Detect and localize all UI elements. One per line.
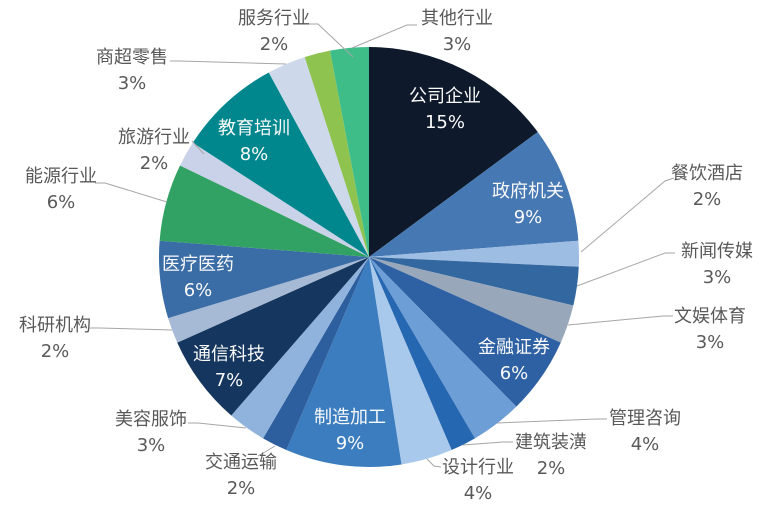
pie-slice-7[interactable] [369, 257, 517, 439]
pie-slice-12[interactable] [231, 257, 369, 439]
pie-slice-8[interactable] [369, 257, 475, 451]
leader-line [567, 315, 673, 326]
pie-slice-15[interactable] [158, 240, 369, 319]
leader-line [188, 422, 247, 429]
pie-slice-21[interactable] [330, 47, 369, 257]
pie-slice-16[interactable] [159, 165, 369, 257]
pie-slice-20[interactable] [304, 50, 369, 258]
pie-slice-17[interactable] [180, 142, 369, 257]
leader-line [90, 327, 173, 331]
pie-slice-4[interactable] [369, 257, 579, 306]
leader-line [351, 24, 417, 49]
pie-slice-5[interactable] [369, 257, 574, 343]
pie-slice-18[interactable] [192, 72, 369, 257]
pie-slice-19[interactable] [268, 57, 369, 257]
leader-line [257, 445, 276, 457]
pie-slice-11[interactable] [263, 257, 369, 451]
leader-line [95, 182, 168, 203]
leader-line [426, 458, 442, 468]
pie-slice-13[interactable] [177, 257, 369, 416]
pie-slice-2[interactable] [369, 131, 579, 257]
pie-slice-9[interactable] [369, 257, 452, 465]
leader-line [191, 140, 205, 155]
leader-line [308, 23, 354, 58]
pie-slice-3[interactable] [369, 240, 580, 267]
leader-line [170, 60, 287, 65]
leader-line [576, 252, 675, 287]
leader-line [496, 418, 607, 424]
pie-slice-10[interactable] [286, 257, 402, 468]
pie-slice-14[interactable] [168, 257, 369, 343]
leader-line [462, 441, 513, 446]
leader-line [580, 177, 675, 253]
pie-slice-6[interactable] [369, 257, 561, 407]
pie-slice-1[interactable] [369, 47, 538, 257]
